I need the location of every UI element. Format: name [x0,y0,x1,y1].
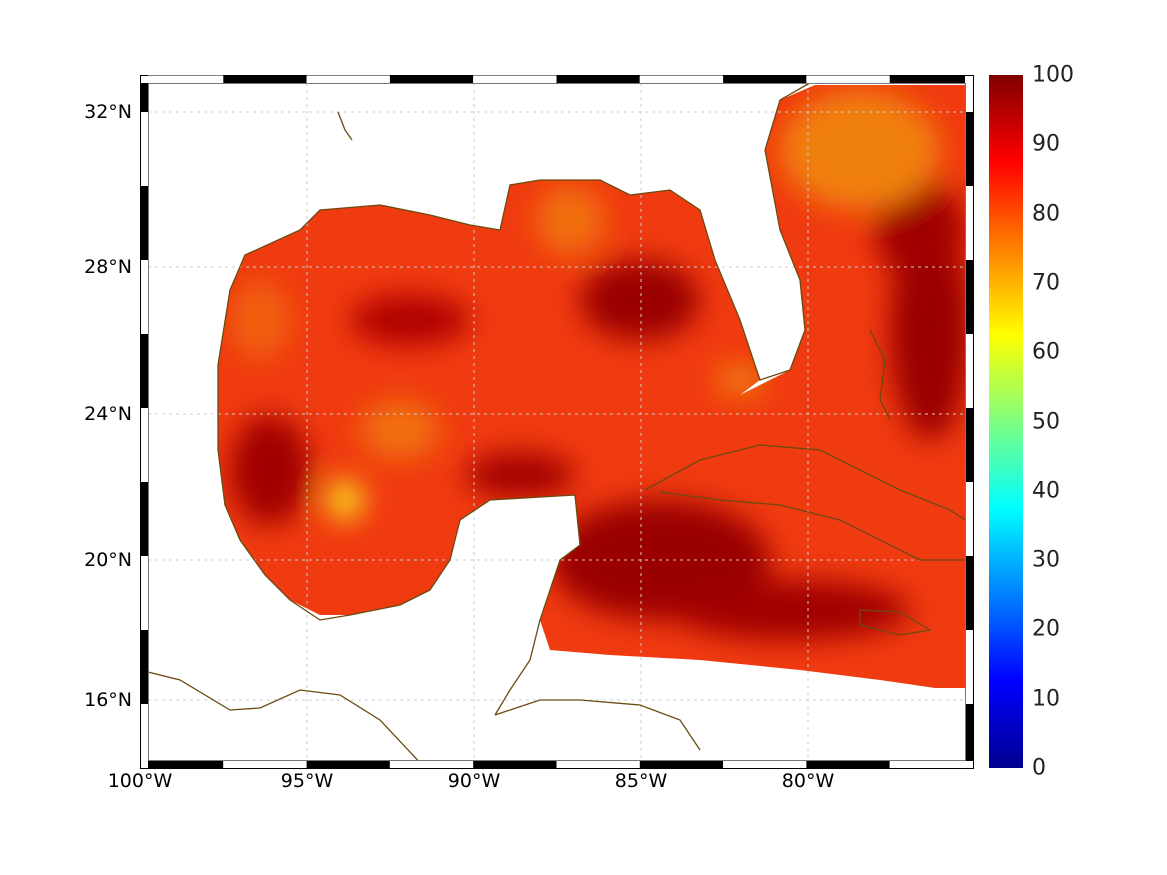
colorbar-label: 90 [1032,131,1060,157]
frame-band [306,761,390,768]
graticule [148,83,965,760]
lat-label: 32°N [84,101,132,123]
coastline [139,79,966,769]
frame-band [141,83,148,112]
frame-band [966,112,973,186]
map-frame [140,75,974,769]
frame-band [966,482,973,556]
colorbar-label: 10 [1032,686,1060,712]
frame-band [806,75,890,83]
colorbar-label: 70 [1032,270,1060,296]
frame-band [889,761,965,768]
frame-band [141,260,148,334]
frame-band [141,482,148,556]
frame-band [141,408,148,482]
lon-label: 95°W [280,770,334,792]
frame-band [556,761,640,768]
frame-band [723,761,807,768]
lon-label: 90°W [447,770,501,792]
frame-band [556,75,640,83]
frame-band [966,334,973,408]
colorbar-label: 20 [1032,616,1060,642]
colorbar-label: 40 [1032,478,1060,504]
frame-band [806,761,890,768]
frame-band [889,75,965,83]
frame-band [141,630,148,704]
frame-band [148,75,224,83]
frame-band [723,75,807,83]
lat-label: 16°N [84,689,132,711]
frame-band [141,556,148,630]
frame-band [473,75,557,83]
colorbar-label: 80 [1032,201,1060,227]
frame-band [966,260,973,334]
lat-label: 24°N [84,403,132,425]
frame-band [141,186,148,260]
frame-band [966,83,973,112]
frame-band [141,112,148,186]
frame-band [966,704,973,761]
colorbar [989,75,1023,768]
colorbar-label: 50 [1032,409,1060,434]
lon-label: 85°W [614,770,668,792]
colorbar-label: 0 [1032,755,1046,781]
lon-label: 100°W [107,770,173,792]
frame-band [966,630,973,704]
lon-label: 80°W [781,770,835,792]
frame-band [966,408,973,482]
frame-band [148,761,224,768]
frame-band [389,761,474,768]
colorbar-label: 30 [1032,547,1060,573]
colorbar-label: 60 [1032,339,1060,365]
frame-band [389,75,474,83]
frame-band [141,704,148,761]
frame-band [966,186,973,260]
lat-label: 20°N [84,549,132,571]
frame-band [223,761,307,768]
frame-band [966,556,973,630]
frame-band [473,761,557,768]
heatmap-field [218,85,965,688]
frame-band [306,75,390,83]
frame-band [141,334,148,408]
frame-band [639,75,724,83]
colorbar-label: 100 [1032,62,1074,88]
lat-label: 28°N [84,256,132,278]
frame-band [223,75,307,83]
frame-band [639,761,724,768]
